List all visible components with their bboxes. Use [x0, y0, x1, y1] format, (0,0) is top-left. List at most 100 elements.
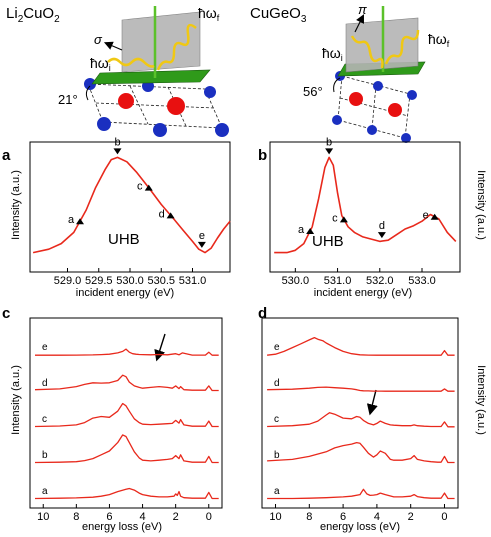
incident-photon — [107, 57, 155, 68]
marker-label-a: a — [68, 214, 75, 226]
incident-photon — [350, 35, 384, 69]
copper-atom — [349, 92, 363, 106]
marker-triangle-a — [306, 228, 315, 234]
right-angle-label: 56° — [303, 84, 323, 99]
scattered-photon — [384, 29, 420, 65]
right-angle-arc — [333, 77, 341, 93]
oxygen-atom — [215, 123, 229, 137]
series-line-c-d — [34, 374, 219, 392]
marker-label-e: e — [199, 230, 205, 242]
series-label-c-e: e — [42, 342, 48, 353]
right-compound-title: CuGeO3 — [250, 5, 307, 25]
xlabel-d: energy loss (eV) — [320, 521, 400, 533]
oxygen-atom — [373, 81, 383, 91]
sample-plane — [91, 69, 211, 85]
marker-label-c: c — [332, 212, 338, 224]
lattice-frame — [87, 83, 223, 129]
x-tick-label-d: 6 — [340, 511, 346, 523]
series-label-d-e: e — [274, 342, 280, 353]
plot-frame-d — [261, 317, 459, 509]
x-tick-label-d: 10 — [269, 511, 281, 523]
left-angle-label: 21° — [58, 92, 78, 107]
left-angle-arc — [85, 85, 91, 101]
marker-triangle-d — [377, 232, 386, 239]
series-line-c-c — [34, 402, 219, 428]
left-incident-label: ħωi — [90, 55, 111, 73]
x-tick-label-a: 530.0 — [116, 275, 144, 287]
oxygen-atom — [407, 90, 417, 100]
x-tick-label-b: 531.0 — [324, 275, 352, 287]
uhb-label-a: UHB — [108, 231, 140, 248]
marker-label-c: c — [137, 181, 143, 193]
left-scattered-label: ħωf — [198, 5, 220, 23]
plot-frame-a — [29, 141, 231, 273]
right-incident-label: ħωi — [322, 45, 343, 63]
copper-atom — [388, 103, 402, 117]
x-tick-label-a: 529.5 — [85, 275, 113, 287]
marker-triangle-b — [325, 148, 334, 155]
x-tick-label-b: 532.0 — [366, 275, 394, 287]
ylabel-c: Intensity (a.u.) — [10, 365, 22, 435]
x-tick-label-c: 8 — [73, 511, 79, 523]
panel-letter-b: b — [258, 147, 267, 164]
oxygen-atom — [153, 123, 167, 137]
marker-label-d: d — [379, 220, 385, 232]
x-tick-label-c: 2 — [173, 511, 179, 523]
panel-letter-a: a — [2, 147, 11, 164]
x-tick-label-a: 530.5 — [147, 275, 175, 287]
polarization-arrow — [354, 14, 364, 33]
x-tick-label-b: 530.0 — [282, 275, 310, 287]
oxygen-atom — [401, 133, 411, 143]
series-label-d-b: b — [274, 450, 280, 461]
left-compound-title: Li2CuO2 — [6, 5, 60, 25]
marker-triangle-c — [339, 216, 348, 223]
series-line-d-a — [267, 488, 455, 500]
x-tick-label-c: 0 — [206, 511, 212, 523]
marker-triangle-a — [76, 218, 84, 225]
x-tick-label-d: 2 — [408, 511, 414, 523]
ylabel-b: Intensity (a.u.) — [475, 170, 487, 240]
lattice-frame — [337, 75, 411, 139]
x-tick-label-c: 6 — [106, 511, 112, 523]
x-tick-label-a: 529.0 — [54, 275, 82, 287]
oxygen-atom — [204, 86, 216, 98]
x-tick-label-d: 8 — [306, 511, 312, 523]
series-line-d-c — [267, 412, 455, 428]
x-tick-label-c: 10 — [37, 511, 49, 523]
x-tick-label-d: 0 — [441, 511, 447, 523]
marker-triangle-d — [166, 212, 175, 219]
marker-label-a: a — [298, 224, 305, 236]
series-line-d-d — [267, 386, 455, 392]
xlabel-b: incident energy (eV) — [314, 287, 412, 299]
marker-label-e: e — [423, 210, 429, 222]
marker-triangle-c — [144, 184, 153, 191]
series-label-d-c: c — [274, 414, 279, 425]
marker-triangle-e — [430, 213, 439, 220]
marker-triangle-b — [113, 148, 122, 155]
series-line-b — [274, 156, 457, 254]
copper-atom — [118, 93, 134, 109]
left-polarization-label: σ — [94, 32, 103, 47]
marker-label-d: d — [159, 208, 165, 220]
left-illustration: Li2CuO2 σ ħωi ħωf 21° — [6, 5, 229, 137]
right-illustration: CuGeO3 π ħωi ħωf 56° — [250, 2, 450, 143]
x-tick-label-a: 531.0 — [179, 275, 207, 287]
right-scattered-label: ħωf — [428, 31, 450, 49]
series-label-c-d: d — [42, 378, 48, 389]
marker-triangle-e — [197, 241, 206, 248]
series-label-d-a: a — [274, 486, 280, 497]
ylabel-a: Intensity (a.u.) — [10, 170, 22, 240]
marker-label-b: b — [326, 136, 332, 148]
uhb-label-b: UHB — [312, 233, 344, 250]
oxygen-atom — [97, 117, 111, 131]
series-line-c-a — [34, 487, 219, 500]
xlabel-c: energy loss (eV) — [82, 521, 162, 533]
feature-arrow-c — [154, 333, 166, 362]
lattice-line — [129, 85, 149, 125]
series-line-c-e — [35, 348, 219, 356]
panel-letter-c: c — [2, 305, 10, 322]
oxygen-atom — [84, 78, 96, 90]
series-line-d-e — [267, 336, 455, 356]
